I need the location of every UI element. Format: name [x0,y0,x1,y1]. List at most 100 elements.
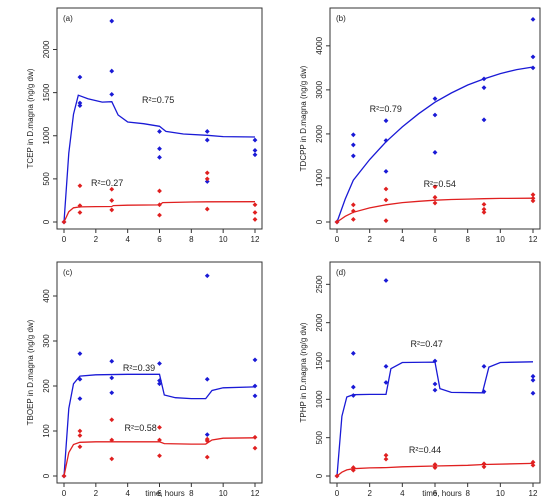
data-point [432,358,438,364]
data-point [350,142,356,148]
data-point [383,363,389,369]
y-tick-label: 1000 [315,390,324,408]
data-point [530,65,536,71]
data-point [481,201,487,207]
y-tick-label: 100 [42,424,51,438]
data-point [383,118,389,124]
y-tick-label: 1000 [42,126,51,144]
data-point [204,179,210,184]
fit-line [336,361,534,477]
data-point [109,68,115,74]
y-axis-label: TPHP in D.magna (ng/g dw) [299,322,308,422]
x-tick-label: 6 [157,235,162,244]
data-point [432,462,438,467]
data-point [157,154,162,160]
data-point [109,207,115,213]
series-blue: R²=0.39 [61,273,258,479]
data-point [530,377,536,383]
data-point [77,103,83,108]
data-point [109,91,115,97]
y-axis-label: TBOEP in D.magna (ng/g dw) [26,319,35,425]
data-point [204,376,210,382]
r2-annotation: R²=0.27 [91,178,123,188]
data-point [481,389,487,395]
x-tick-label: 10 [496,235,505,244]
x-tick-label: 4 [125,235,130,244]
data-point [432,194,438,200]
x-tick-label: 6 [157,489,162,498]
r2-annotation: R²=0.47 [411,339,443,349]
data-point [350,384,356,390]
data-point [204,206,210,212]
x-axis-label-left: time, hours [145,489,185,498]
y-tick-label: 300 [42,334,51,348]
data-point [530,195,536,201]
data-point [157,437,162,443]
x-tick-label: 10 [496,489,505,498]
data-point [530,192,536,198]
data-point [252,357,258,363]
data-point [157,212,162,218]
r2-annotation: R²=0.75 [142,95,174,105]
data-point [77,74,83,80]
data-point [204,454,210,460]
panel-label: (d) [336,268,346,277]
data-point [383,186,389,192]
x-tick-label: 4 [400,489,405,498]
data-point [383,218,389,224]
y-tick-label: 0 [315,473,324,478]
data-point [252,383,258,389]
data-point [109,186,115,192]
x-tick-label: 2 [94,235,99,244]
data-point [77,376,83,382]
x-tick-label: 0 [62,489,67,498]
data-point [157,146,162,152]
chart-panel-3: 0 2 4 6 8 10 12 0 100 200 300 400 TBOEP in D.magna (… [26,261,263,498]
x-tick-label: 12 [251,489,260,498]
data-point [204,170,210,176]
y-tick-label: 1500 [315,352,324,370]
data-point [252,445,258,451]
r2-annotation: R²=0.39 [123,363,155,373]
data-point [432,96,438,102]
data-point [109,437,115,443]
y-tick-label: 3000 [315,80,324,98]
y-tick-label: 0 [42,473,51,478]
fit-line [63,373,256,477]
data-point [383,278,389,283]
data-point [77,428,83,434]
r2-annotation: R²=0.58 [124,423,156,433]
series-blue: R²=0.75 [61,18,258,225]
data-point [432,465,438,470]
y-axis-label: TCEP in D.magna (ng/g dw) [26,68,35,168]
data-point [77,203,83,209]
x-tick-label: 8 [189,235,194,244]
data-point [61,219,67,225]
data-point [77,100,83,106]
r2-annotation: R²=0.44 [409,445,441,455]
data-point [157,453,162,459]
x-tick-label: 4 [125,489,130,498]
data-point [383,197,389,203]
fit-line [336,462,534,477]
x-tick-label: 10 [219,489,228,498]
data-point [109,358,115,364]
data-point [252,148,258,153]
data-point [530,459,536,465]
data-point [252,210,258,215]
panel-label: (b) [336,14,346,23]
data-point [350,393,356,398]
data-point [157,202,162,208]
data-point [109,456,115,462]
plot-frame [56,261,263,484]
data-point [204,137,210,143]
y-tick-label: 400 [42,289,51,303]
data-point [383,452,389,458]
y-tick-label: 2500 [315,275,324,293]
data-point [252,217,258,222]
data-point [481,461,487,467]
data-point [530,373,536,379]
data-point [481,206,487,212]
data-point [252,137,258,143]
